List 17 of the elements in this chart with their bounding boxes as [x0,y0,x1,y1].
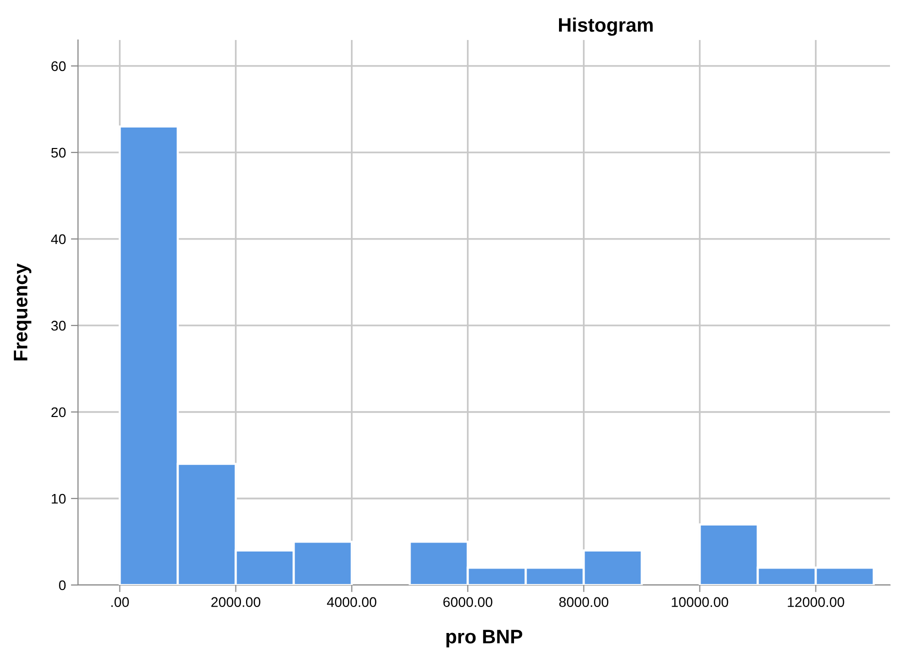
x-tick-label: 12000.00 [788,597,844,608]
y-tick-label: 0 [59,580,66,590]
x-tick-label: 10000.00 [672,597,728,608]
x-tick-label: 4000.00 [326,597,376,608]
y-tick-label: 30 [51,320,66,331]
y-tick-label: 60 [51,61,66,72]
x-tick-label: 6000.00 [443,597,492,608]
y-tick-label: 40 [51,234,66,244]
x-tick-label: .00 [111,597,129,608]
chart-title: Histogram [559,18,653,36]
y-axis-title: Frequency [14,263,32,360]
y-tick-label: 10 [52,494,66,504]
y-tick-label: 50 [51,148,66,158]
x-axis-title: pro BNP [446,630,522,648]
x-tick-label: 2000.00 [211,597,260,608]
x-tick-label: 8000.00 [559,597,608,608]
y-tick-label: 20 [51,407,66,418]
